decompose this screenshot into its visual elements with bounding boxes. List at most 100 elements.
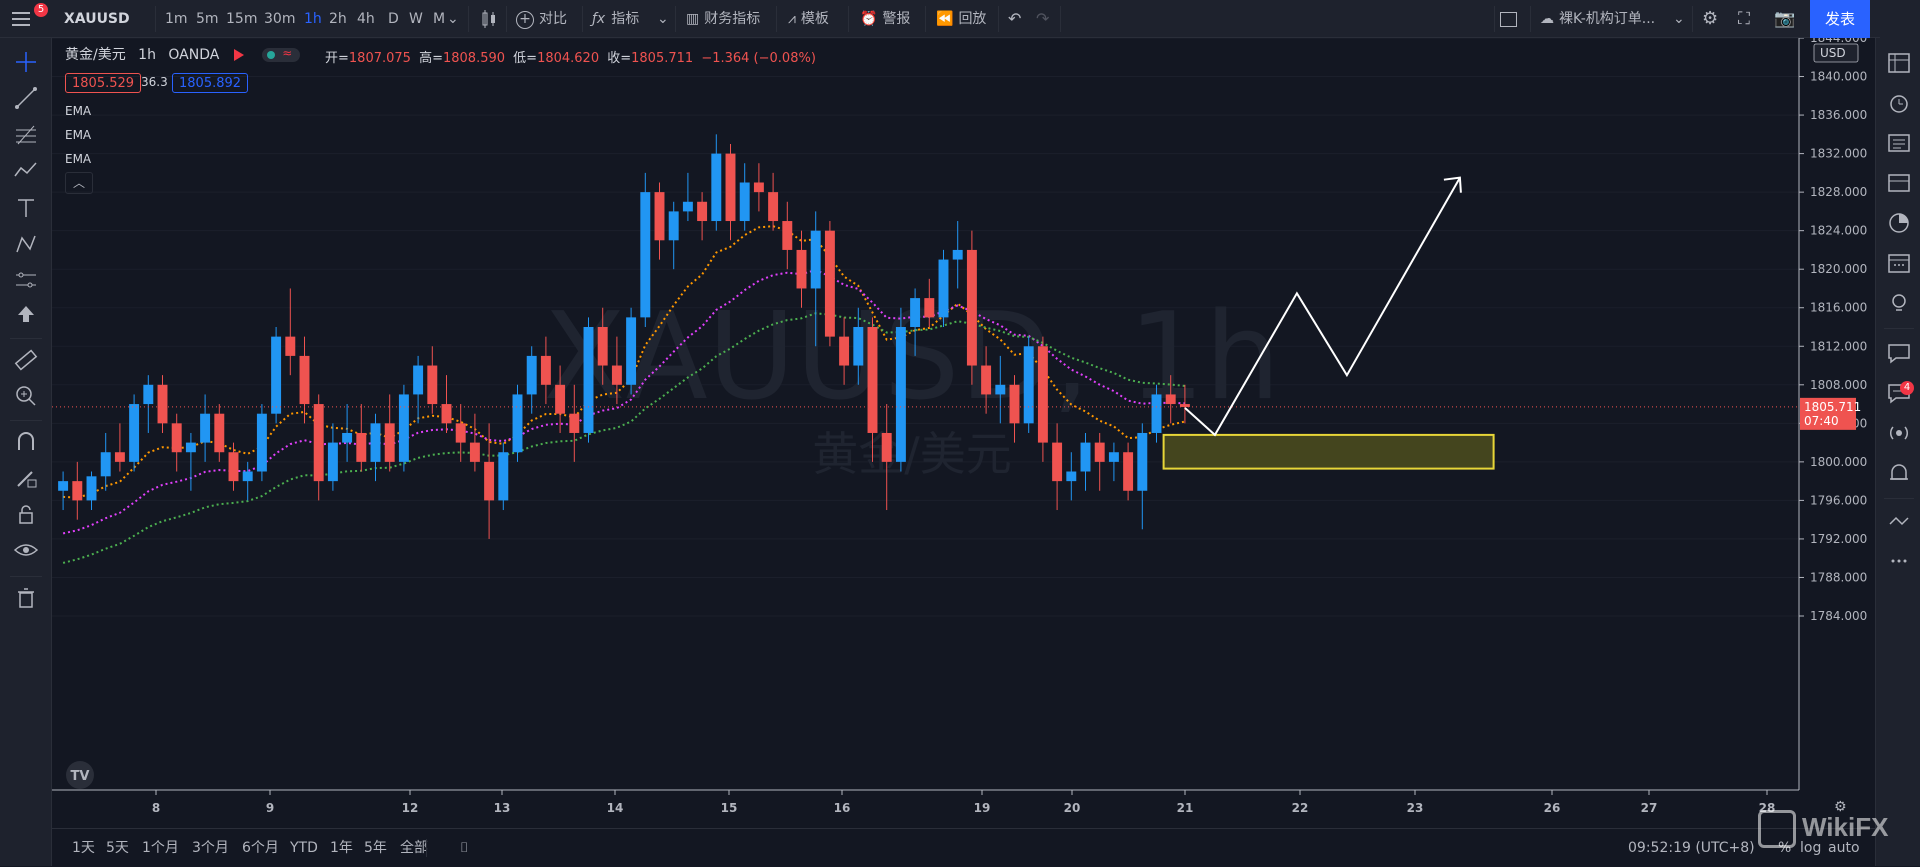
pencil-lock-icon[interactable] xyxy=(12,464,40,492)
hotlist-icon[interactable] xyxy=(1886,210,1912,236)
ema-legend-2[interactable]: EMA xyxy=(65,128,92,142)
candle-body xyxy=(1179,404,1190,407)
financials-button[interactable]: ▥ 财务指标 xyxy=(686,0,760,38)
menu-icon[interactable] xyxy=(10,0,40,38)
candle-body xyxy=(739,182,750,222)
settings-lines-icon[interactable] xyxy=(12,266,40,294)
timeframe-1h[interactable]: 1h xyxy=(304,11,322,27)
data-window-icon[interactable] xyxy=(1886,170,1912,196)
timeframe-D[interactable]: D xyxy=(388,11,399,27)
indicators-button[interactable]: ƒx 指标 xyxy=(592,0,639,38)
dots-icon[interactable] xyxy=(1886,548,1912,574)
price-chart[interactable]: XAUUSD, 1h 黄金/美元 1844.0001840.0001836.00… xyxy=(52,38,1875,828)
symbol-search[interactable]: XAUUSD xyxy=(64,11,130,27)
divider xyxy=(925,6,926,32)
pattern-icon[interactable] xyxy=(12,156,40,184)
arrow-up-icon[interactable] xyxy=(12,300,40,328)
ema-legend-3[interactable]: EMA xyxy=(65,152,92,166)
collapse-legend-button[interactable]: ︿ xyxy=(65,172,93,194)
watchlist-icon[interactable] xyxy=(1886,50,1912,76)
chevron-double-icon[interactable] xyxy=(1886,508,1912,534)
time-axis-settings-icon[interactable]: ⚙ xyxy=(1834,799,1847,815)
timeframe-4h[interactable]: 4h xyxy=(357,11,375,27)
redo-icon[interactable]: ↷ xyxy=(1036,9,1050,28)
stream-icon[interactable] xyxy=(1886,420,1912,446)
range-0[interactable]: 1天 xyxy=(72,840,95,856)
price-axis-bg[interactable] xyxy=(1799,38,1875,828)
symbol-title[interactable]: 黄金/美元 xyxy=(65,47,126,63)
candle xyxy=(455,404,466,462)
candle-body xyxy=(768,192,779,222)
candle xyxy=(512,384,523,462)
chart-style-icon[interactable] xyxy=(480,0,498,38)
eye-icon[interactable] xyxy=(12,536,40,564)
magnet-icon[interactable] xyxy=(12,428,40,456)
trendline-icon[interactable] xyxy=(12,84,40,112)
replay-label: 回放 xyxy=(958,11,987,27)
compare-button[interactable]: + 对比 xyxy=(516,0,567,38)
alarm-clock-icon[interactable] xyxy=(1886,90,1912,116)
alert-button[interactable]: ⏰ 警报 xyxy=(860,0,910,38)
projection-path[interactable] xyxy=(1184,177,1461,437)
range-7[interactable]: 5年 xyxy=(364,840,387,856)
range-3[interactable]: 3个月 xyxy=(192,840,229,856)
range-8[interactable]: 全部 xyxy=(400,840,428,856)
tradingview-logo[interactable]: TV xyxy=(66,761,94,789)
candle xyxy=(86,471,97,511)
lock-icon[interactable] xyxy=(12,500,40,528)
replay-button[interactable]: ⏪ 回放 xyxy=(936,0,986,38)
templates-button[interactable]: ⩘ 模板 xyxy=(788,0,829,38)
range-2[interactable]: 1个月 xyxy=(142,840,179,856)
ask-box[interactable]: 1805.892 xyxy=(172,73,249,93)
auto-toggle[interactable]: auto xyxy=(1828,840,1860,856)
fib-icon[interactable] xyxy=(12,120,40,148)
publish-button[interactable]: 发表 xyxy=(1810,0,1870,38)
bid-box[interactable]: 1805.529 xyxy=(65,73,142,93)
range-1[interactable]: 5天 xyxy=(106,840,129,856)
market-status-toggle[interactable]: ≈ xyxy=(262,46,301,62)
timeframe-1m[interactable]: 1m xyxy=(165,11,188,27)
timeframe-2h[interactable]: 2h xyxy=(329,11,347,27)
time-tick-label: 23 xyxy=(1407,801,1424,815)
currency-selector[interactable]: USD xyxy=(1813,43,1859,63)
candle-body xyxy=(1066,471,1077,482)
range-4[interactable]: 6个月 xyxy=(242,840,279,856)
settings-gear-icon[interactable]: ⚙ xyxy=(1702,8,1719,29)
clock[interactable]: 09:52:19 (UTC+8) xyxy=(1628,840,1755,856)
trash-icon[interactable] xyxy=(12,584,40,612)
chevron-down-icon[interactable]: ⌄ xyxy=(447,11,459,27)
range-6[interactable]: 1年 xyxy=(330,840,353,856)
ideas-lightbulb-icon[interactable] xyxy=(1886,290,1912,316)
timeframe-15m[interactable]: 15m xyxy=(226,11,258,27)
node-icon[interactable] xyxy=(12,230,40,258)
date-range-icon[interactable]: ⌷ xyxy=(460,840,469,856)
price-tick-label: 1844.000 xyxy=(1810,38,1867,45)
news-icon[interactable] xyxy=(1886,130,1912,156)
crosshair-icon[interactable] xyxy=(12,48,40,76)
undo-icon[interactable]: ↶ xyxy=(1008,9,1022,28)
divider xyxy=(468,6,469,32)
time-tick-label: 21 xyxy=(1177,801,1194,815)
zoom-in-icon[interactable] xyxy=(12,382,40,410)
timeframe-5m[interactable]: 5m xyxy=(196,11,219,27)
chat-icon[interactable] xyxy=(1886,340,1912,366)
text-icon[interactable] xyxy=(12,194,40,222)
chevron-down-icon[interactable]: ⌄ xyxy=(657,11,669,27)
range-5[interactable]: YTD xyxy=(290,840,318,856)
calendar-icon[interactable] xyxy=(1886,250,1912,276)
timeframe-30m[interactable]: 30m xyxy=(264,11,296,27)
timeframe-M[interactable]: M xyxy=(433,11,446,27)
ema-legend-1[interactable]: EMA xyxy=(65,104,92,118)
watermark-name: 黄金/美元 xyxy=(812,427,1012,481)
fullscreen-square-icon[interactable] xyxy=(1500,0,1517,38)
ruler-icon[interactable] xyxy=(12,346,40,374)
layout-selector[interactable]: ☁ 裸K-机构订单... xyxy=(1540,0,1655,38)
bell-icon[interactable] xyxy=(1886,460,1912,486)
expand-icon[interactable]: ⛶ xyxy=(1738,9,1750,29)
percent-toggle[interactable]: % xyxy=(1778,840,1792,856)
camera-icon[interactable]: 📷 xyxy=(1774,9,1796,29)
timeframe-W[interactable]: W xyxy=(409,11,423,27)
log-toggle[interactable]: log xyxy=(1800,840,1822,856)
support-zone[interactable] xyxy=(1162,433,1495,470)
chevron-down-icon[interactable]: ⌄ xyxy=(1673,11,1685,27)
